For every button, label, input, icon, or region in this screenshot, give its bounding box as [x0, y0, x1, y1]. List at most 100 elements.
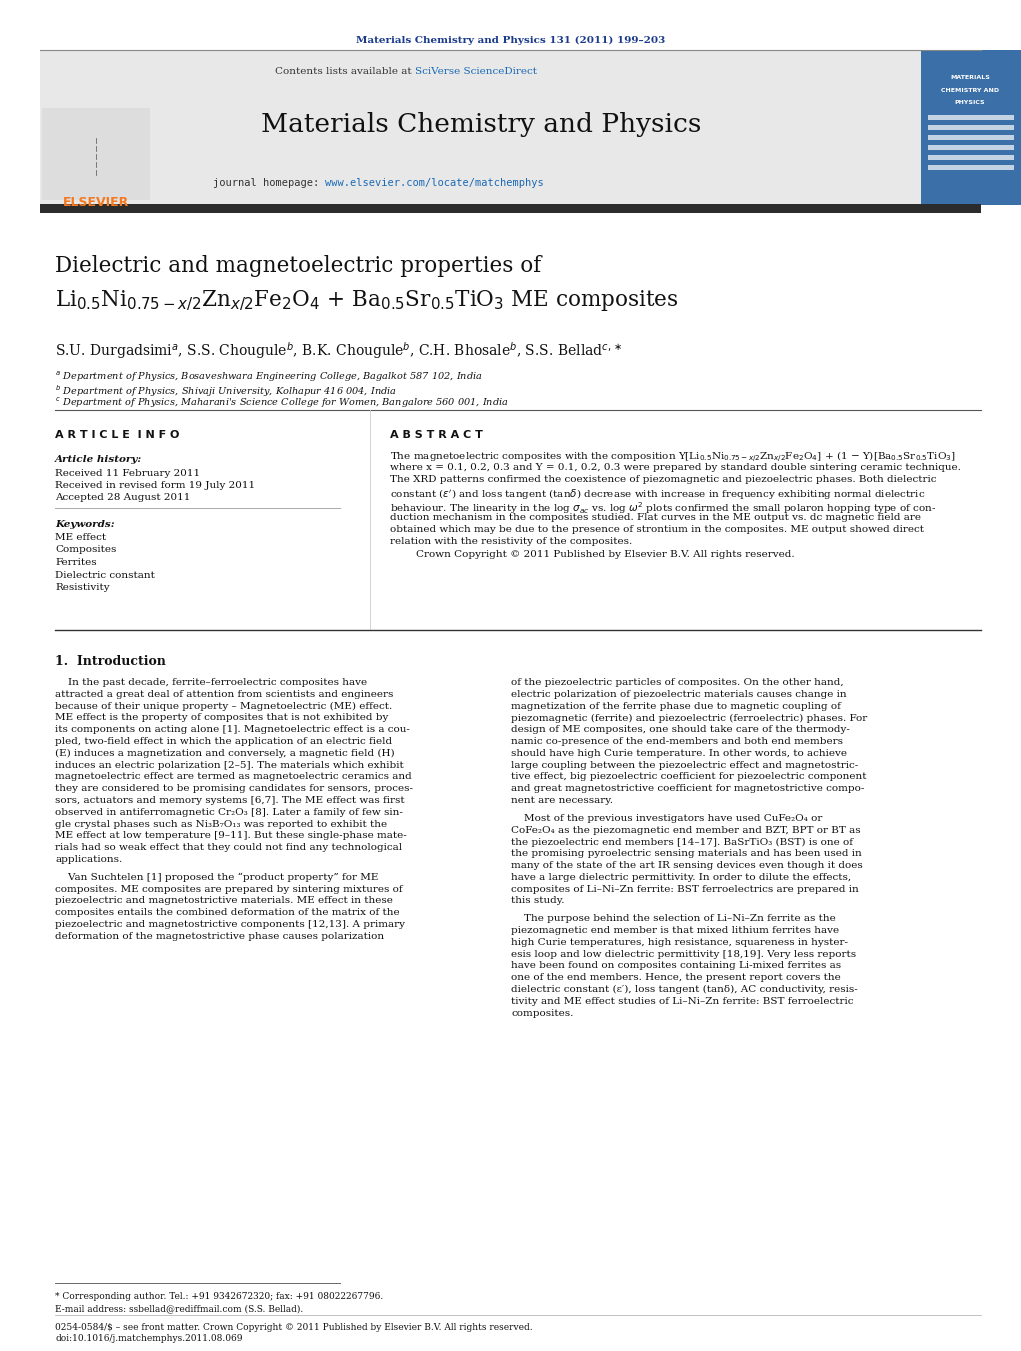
Text: Ferrites: Ferrites	[55, 558, 97, 567]
Text: magnetization of the ferrite phase due to magnetic coupling of: magnetization of the ferrite phase due t…	[510, 701, 841, 711]
Text: Contents lists available at: Contents lists available at	[275, 68, 415, 76]
Text: many of the state of the art IR sensing devices even though it does: many of the state of the art IR sensing …	[510, 861, 863, 870]
Text: piezoelectric and magnetostrictive components [12,13]. A primary: piezoelectric and magnetostrictive compo…	[55, 920, 405, 929]
Bar	[42, 108, 150, 200]
Text: ME effect at low temperature [9–11]. But these single-phase mate-: ME effect at low temperature [9–11]. But…	[55, 831, 406, 840]
Text: Most of the previous investigators have used CuFe₂O₄ or: Most of the previous investigators have …	[510, 813, 822, 823]
Text: Dielectric and magnetoelectric properties of: Dielectric and magnetoelectric propertie…	[55, 255, 541, 277]
Text: ELSEVIER: ELSEVIER	[63, 196, 129, 209]
Bar	[928, 135, 1014, 141]
Text: nent are necessary.: nent are necessary.	[510, 796, 613, 805]
Text: composites of Li–Ni–Zn ferrite: BST ferroelectrics are prepared in: composites of Li–Ni–Zn ferrite: BST ferr…	[510, 885, 859, 893]
Text: namic co-presence of the end-members and both end members: namic co-presence of the end-members and…	[510, 738, 843, 746]
Text: where x = 0.1, 0.2, 0.3 and Y = 0.1, 0.2, 0.3 were prepared by standard double s: where x = 0.1, 0.2, 0.3 and Y = 0.1, 0.2…	[390, 462, 961, 471]
Text: have a large dielectric permittivity. In order to dilute the effects,: have a large dielectric permittivity. In…	[510, 873, 852, 882]
Text: the promising pyroelectric sensing materials and has been used in: the promising pyroelectric sensing mater…	[510, 850, 862, 858]
Text: its components on acting alone [1]. Magnetoelectric effect is a cou-: its components on acting alone [1]. Magn…	[55, 725, 409, 734]
Text: magnetoelectric effect are termed as magnetoelectric ceramics and: magnetoelectric effect are termed as mag…	[55, 773, 411, 781]
Text: 0254-0584/$ – see front matter. Crown Copyright © 2011 Published by Elsevier B.V: 0254-0584/$ – see front matter. Crown Co…	[55, 1323, 533, 1332]
Text: observed in antiferromagnetic Cr₂O₃ [8]. Later a family of few sin-: observed in antiferromagnetic Cr₂O₃ [8].…	[55, 808, 403, 817]
Text: E-mail address: ssbellad@rediffmail.com (S.S. Bellad).: E-mail address: ssbellad@rediffmail.com …	[55, 1304, 303, 1313]
Text: gle crystal phases such as Ni₃B₇O₁₃ was reported to exhibit the: gle crystal phases such as Ni₃B₇O₁₃ was …	[55, 820, 387, 828]
Text: doi:10.1016/j.matchemphys.2011.08.069: doi:10.1016/j.matchemphys.2011.08.069	[55, 1333, 243, 1343]
Text: this study.: this study.	[510, 897, 565, 905]
Text: Li$_{0.5}$Ni$_{0.75-x/2}$Zn$_{x/2}$Fe$_{2}$O$_{4}$ + Ba$_{0.5}$Sr$_{0.5}$TiO$_{3: Li$_{0.5}$Ni$_{0.75-x/2}$Zn$_{x/2}$Fe$_{…	[55, 288, 679, 313]
Text: design of ME composites, one should take care of the thermody-: design of ME composites, one should take…	[510, 725, 849, 734]
Text: and great magnetostrictive coefficient for magnetostrictive compo-: and great magnetostrictive coefficient f…	[510, 784, 865, 793]
Text: obtained which may be due to the presence of strontium in the composites. ME out: obtained which may be due to the presenc…	[390, 526, 924, 534]
Text: they are considered to be promising candidates for sensors, proces-: they are considered to be promising cand…	[55, 784, 414, 793]
Bar	[40, 204, 981, 213]
Text: A R T I C L E  I N F O: A R T I C L E I N F O	[55, 430, 180, 440]
Text: MATERIALS: MATERIALS	[951, 76, 990, 80]
Text: composites.: composites.	[510, 1009, 574, 1017]
Text: CoFe₂O₄ as the piezomagnetic end member and BZT, BPT or BT as: CoFe₂O₄ as the piezomagnetic end member …	[510, 825, 861, 835]
Text: one of the end members. Hence, the present report covers the: one of the end members. Hence, the prese…	[510, 973, 840, 982]
Text: duction mechanism in the composites studied. Flat curves in the ME output vs. dc: duction mechanism in the composites stud…	[390, 512, 921, 521]
Text: piezomagnetic (ferrite) and piezoelectric (ferroelectric) phases. For: piezomagnetic (ferrite) and piezoelectri…	[510, 713, 867, 723]
Text: tive effect, big piezoelectric coefficient for piezoelectric component: tive effect, big piezoelectric coefficie…	[510, 773, 867, 781]
Text: Article history:: Article history:	[55, 455, 142, 463]
Bar	[40, 50, 921, 205]
Text: Received in revised form 19 July 2011: Received in revised form 19 July 2011	[55, 481, 255, 490]
Text: The purpose behind the selection of Li–Ni–Zn ferrite as the: The purpose behind the selection of Li–N…	[510, 915, 836, 923]
Text: $^{a}$ Department of Physics, Bosaveshwara Engineering College, Bagalkot 587 102: $^{a}$ Department of Physics, Bosaveshwa…	[55, 370, 483, 385]
Text: esis loop and low dielectric permittivity [18,19]. Very less reports: esis loop and low dielectric permittivit…	[510, 950, 857, 959]
Text: Dielectric constant: Dielectric constant	[55, 570, 155, 580]
Text: rials had so weak effect that they could not find any technological: rials had so weak effect that they could…	[55, 843, 402, 852]
Text: because of their unique property – Magnetoelectric (ME) effect.: because of their unique property – Magne…	[55, 701, 392, 711]
Text: PHYSICS: PHYSICS	[955, 100, 985, 105]
Text: S.U. Durgadsimi$^{a}$, S.S. Chougule$^{b}$, B.K. Chougule$^{b}$, C.H. Bhosale$^{: S.U. Durgadsimi$^{a}$, S.S. Chougule$^{b…	[55, 340, 623, 361]
Text: behaviour. The linearity in the log $\sigma_{ac}$ vs. log $\omega^2$ plots confi: behaviour. The linearity in the log $\si…	[390, 500, 936, 516]
Text: SciVerse ScienceDirect: SciVerse ScienceDirect	[415, 68, 537, 76]
Bar	[928, 115, 1014, 120]
Text: $^{b}$ Department of Physics, Shivaji University, Kolhapur 416 004, India: $^{b}$ Department of Physics, Shivaji Un…	[55, 382, 397, 399]
Text: have been found on composites containing Li-mixed ferrites as: have been found on composites containing…	[510, 962, 841, 970]
Text: In the past decade, ferrite–ferroelectric composites have: In the past decade, ferrite–ferroelectri…	[55, 678, 368, 688]
Text: dielectric constant (ε′), loss tangent (tanδ), AC conductivity, resis-: dielectric constant (ε′), loss tangent (…	[510, 985, 858, 994]
Text: journal homepage:: journal homepage:	[212, 178, 325, 188]
Text: Composites: Composites	[55, 546, 116, 554]
Text: of the piezoelectric particles of composites. On the other hand,: of the piezoelectric particles of compos…	[510, 678, 843, 688]
Text: tivity and ME effect studies of Li–Ni–Zn ferrite: BST ferroelectric: tivity and ME effect studies of Li–Ni–Zn…	[510, 997, 854, 1005]
Text: * Corresponding author. Tel.: +91 9342672320; fax: +91 08022267796.: * Corresponding author. Tel.: +91 934267…	[55, 1292, 383, 1301]
Text: applications.: applications.	[55, 855, 123, 865]
Text: Materials Chemistry and Physics 131 (2011) 199–203: Materials Chemistry and Physics 131 (201…	[356, 36, 666, 45]
Text: sors, actuators and memory systems [6,7]. The ME effect was first: sors, actuators and memory systems [6,7]…	[55, 796, 404, 805]
Text: relation with the resistivity of the composites.: relation with the resistivity of the com…	[390, 538, 632, 547]
Text: CHEMISTRY AND: CHEMISTRY AND	[941, 88, 1000, 93]
Bar	[928, 145, 1014, 150]
Bar	[928, 165, 1014, 170]
Text: attracted a great deal of attention from scientists and engineers: attracted a great deal of attention from…	[55, 690, 393, 698]
Text: Received 11 February 2011: Received 11 February 2011	[55, 469, 200, 478]
Text: The magnetoelectric composites with the composition Y[Li$_{0.5}$Ni$_{0.75-x/2}$Z: The magnetoelectric composites with the …	[390, 450, 956, 465]
Text: Crown Copyright © 2011 Published by Elsevier B.V. All rights reserved.: Crown Copyright © 2011 Published by Else…	[390, 550, 794, 559]
Text: A B S T R A C T: A B S T R A C T	[390, 430, 483, 440]
Text: The XRD patterns confirmed the coexistence of piezomagnetic and piezoelectric ph: The XRD patterns confirmed the coexisten…	[390, 476, 936, 484]
Text: Van Suchtelen [1] proposed the “product property” for ME: Van Suchtelen [1] proposed the “product …	[55, 873, 379, 882]
Text: constant ($\varepsilon'$) and loss tangent (tan$\delta$) decrease with increase : constant ($\varepsilon'$) and loss tange…	[390, 488, 925, 503]
Bar	[921, 50, 1021, 205]
Text: pled, two-field effect in which the application of an electric field: pled, two-field effect in which the appl…	[55, 738, 392, 746]
Text: Materials Chemistry and Physics: Materials Chemistry and Physics	[260, 112, 701, 136]
Text: Accepted 28 August 2011: Accepted 28 August 2011	[55, 493, 190, 503]
Text: Resistivity: Resistivity	[55, 584, 109, 592]
Text: Keywords:: Keywords:	[55, 520, 114, 530]
Bar	[928, 126, 1014, 130]
Text: electric polarization of piezoelectric materials causes change in: electric polarization of piezoelectric m…	[510, 690, 846, 698]
Bar	[928, 155, 1014, 159]
Text: (E) induces a magnetization and conversely, a magnetic field (H): (E) induces a magnetization and converse…	[55, 748, 395, 758]
Text: piezoelectric and magnetostrictive materials. ME effect in these: piezoelectric and magnetostrictive mater…	[55, 897, 393, 905]
Text: www.elsevier.com/locate/matchemphys: www.elsevier.com/locate/matchemphys	[325, 178, 544, 188]
Text: 1.  Introduction: 1. Introduction	[55, 655, 165, 667]
Text: induces an electric polarization [2–5]. The materials which exhibit: induces an electric polarization [2–5]. …	[55, 761, 403, 770]
Text: piezomagnetic end member is that mixed lithium ferrites have: piezomagnetic end member is that mixed l…	[510, 925, 839, 935]
Text: deformation of the magnetostrictive phase causes polarization: deformation of the magnetostrictive phas…	[55, 932, 384, 940]
Text: ME effect: ME effect	[55, 534, 106, 542]
Text: the piezoelectric end members [14–17]. BaSrTiO₃ (BST) is one of: the piezoelectric end members [14–17]. B…	[510, 838, 853, 847]
Text: composites. ME composites are prepared by sintering mixtures of: composites. ME composites are prepared b…	[55, 885, 402, 893]
Text: high Curie temperatures, high resistance, squareness in hyster-: high Curie temperatures, high resistance…	[510, 938, 848, 947]
Text: should have high Curie temperature. In other words, to achieve: should have high Curie temperature. In o…	[510, 748, 847, 758]
Text: large coupling between the piezoelectric effect and magnetostric-: large coupling between the piezoelectric…	[510, 761, 859, 770]
Text: $^{c}$ Department of Physics, Maharani's Science College for Women, Bangalore 56: $^{c}$ Department of Physics, Maharani's…	[55, 396, 508, 411]
